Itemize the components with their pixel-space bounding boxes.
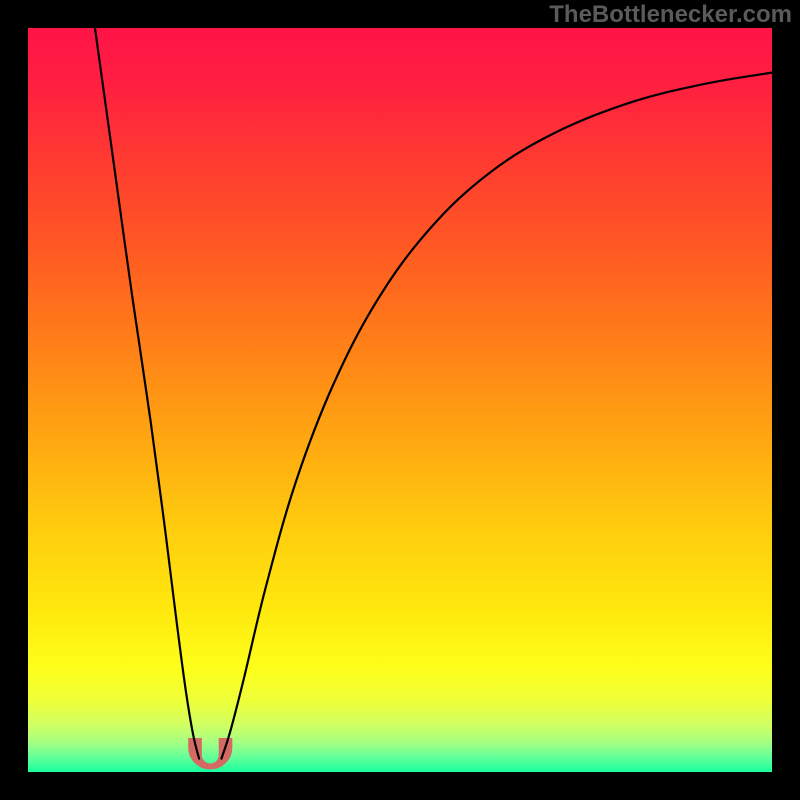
watermark-text: TheBottlenecker.com xyxy=(549,1,792,29)
chart-frame: TheBottlenecker.com xyxy=(0,0,800,800)
plot-svg xyxy=(28,28,772,772)
gradient-background xyxy=(28,28,772,772)
plot-area xyxy=(28,28,772,772)
